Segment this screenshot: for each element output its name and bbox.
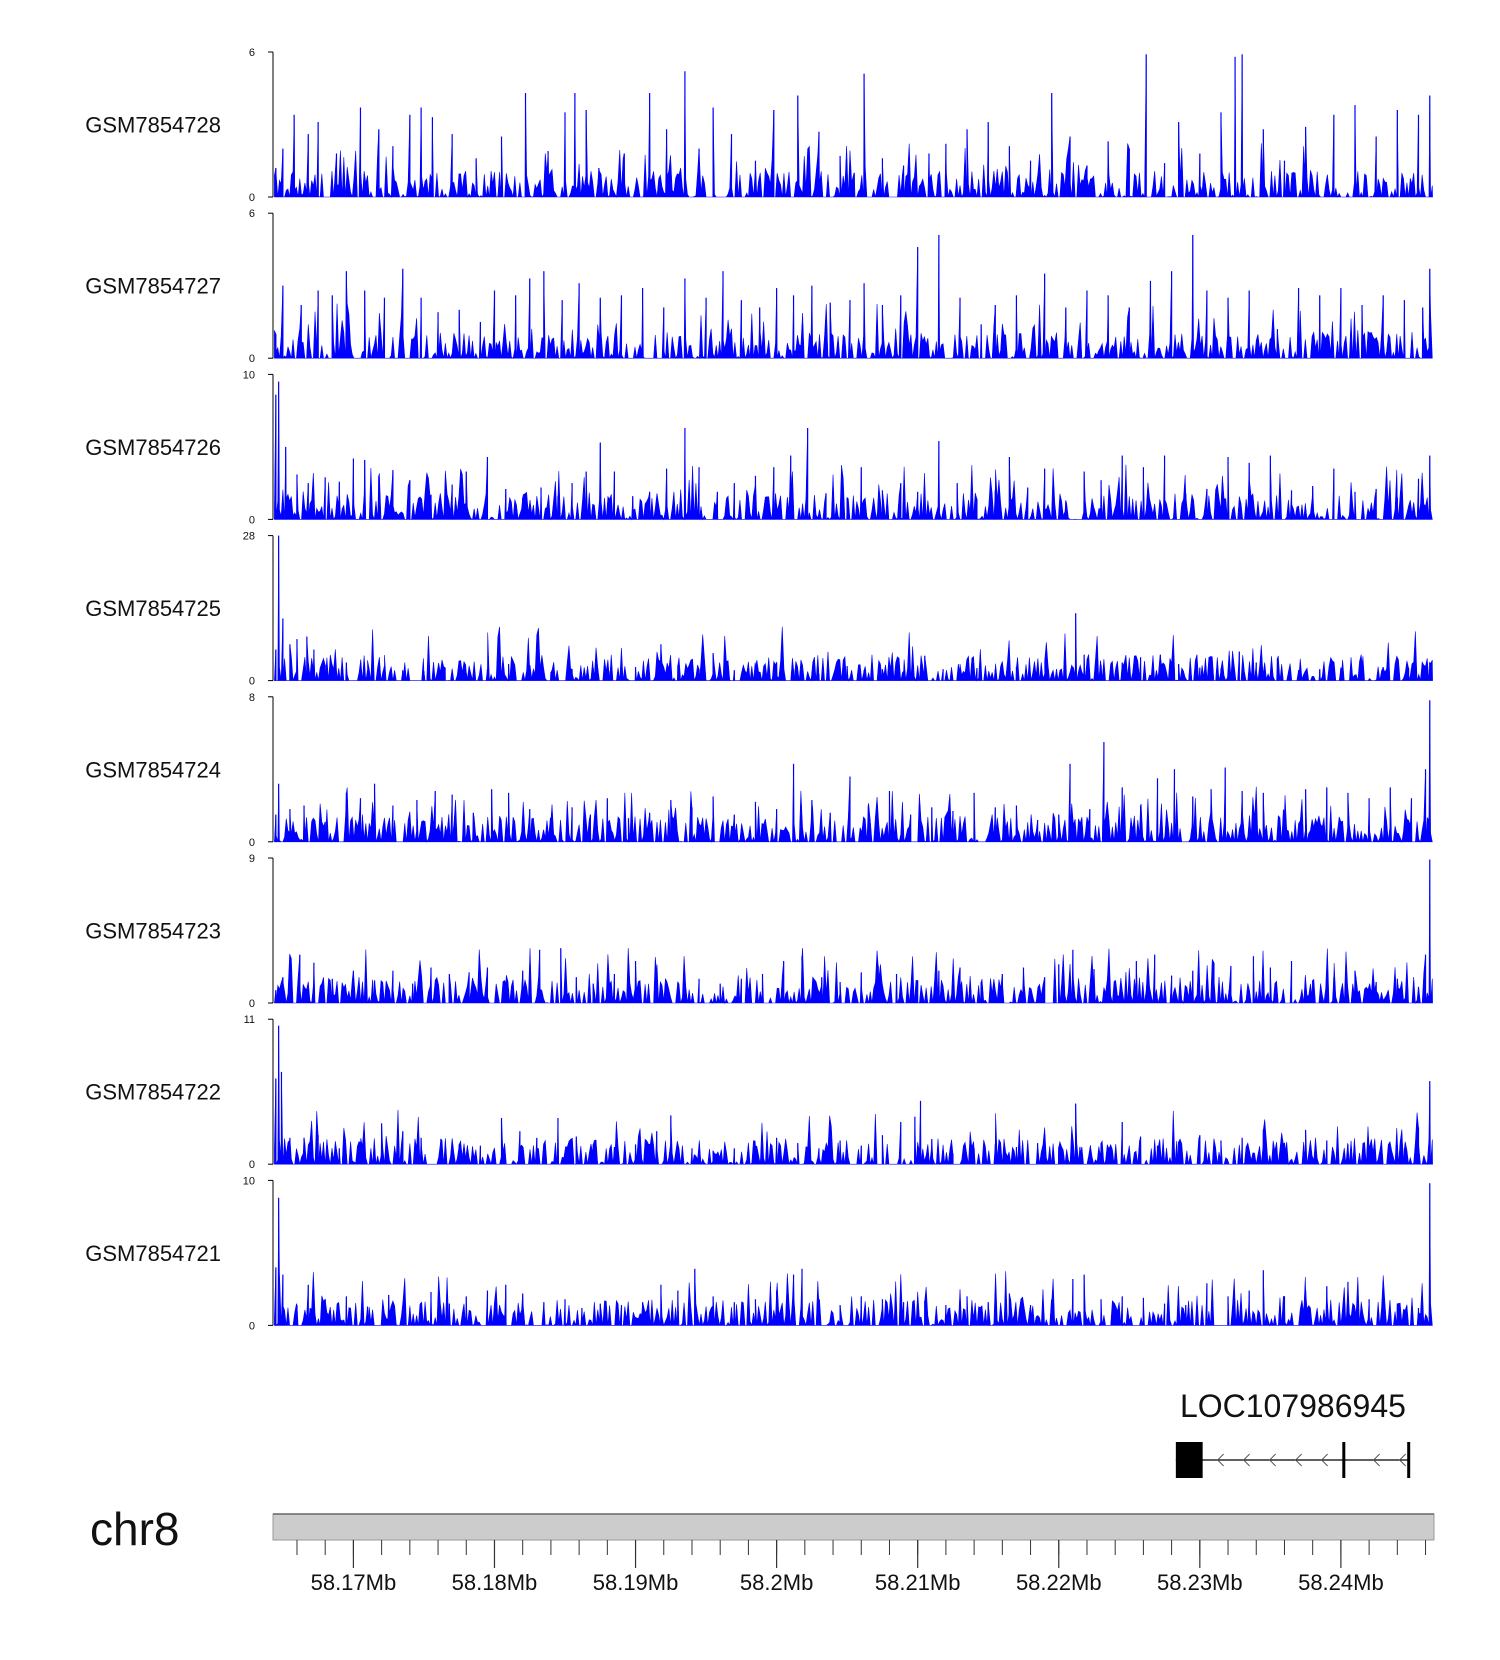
- track-label: GSM7854723: [85, 919, 221, 944]
- signal-area: [274, 1025, 1433, 1166]
- strand-arrow: [1268, 1453, 1277, 1467]
- track-label: GSM7854727: [85, 274, 221, 299]
- signal-area: [274, 700, 1433, 843]
- x-tick-label: 58.24Mb: [1298, 1570, 1384, 1595]
- y-max-label: 6: [249, 208, 255, 220]
- y-zero-label: 0: [249, 837, 255, 849]
- strand-arrow: [1320, 1453, 1329, 1467]
- y-zero-label: 0: [249, 192, 255, 204]
- gene-track: LOC107986945: [1175, 1388, 1411, 1478]
- track-GSM7854723: GSM7854723 9 0: [85, 853, 1433, 1010]
- x-tick-label: 58.22Mb: [1016, 1570, 1102, 1595]
- signal-area: [274, 1183, 1433, 1327]
- y-max-label: 9: [249, 853, 255, 865]
- strand-arrow: [1398, 1453, 1407, 1467]
- signal-area: [274, 381, 1433, 521]
- y-max-label: 8: [249, 692, 255, 704]
- x-tick-label: 58.23Mb: [1157, 1570, 1243, 1595]
- signal-tracks: GSM785472860GSM785472760GSM7854726100GSM…: [85, 47, 1433, 1332]
- strand-arrow: [1242, 1453, 1251, 1467]
- x-tick-label: 58.19Mb: [593, 1570, 679, 1595]
- y-zero-label: 0: [249, 998, 255, 1010]
- track-GSM7854721: GSM7854721 10 0: [85, 1175, 1433, 1332]
- track-GSM7854725: GSM7854725 28 0: [85, 531, 1433, 688]
- track-GSM7854722: GSM7854722 11 0: [85, 1014, 1433, 1171]
- y-max-label: 6: [249, 47, 255, 59]
- gene-exon: [1175, 1442, 1203, 1478]
- chromosome-bar: [272, 1513, 1435, 1541]
- track-label: GSM7854722: [85, 1080, 221, 1105]
- strand-arrow: [1294, 1453, 1303, 1467]
- gene-exon: [1342, 1442, 1346, 1478]
- x-tick-label: 58.21Mb: [875, 1570, 961, 1595]
- track-GSM7854724: GSM7854724 8 0: [85, 692, 1433, 849]
- y-max-label: 28: [243, 531, 255, 543]
- y-zero-label: 0: [249, 1320, 255, 1332]
- strand-arrow: [1372, 1453, 1381, 1467]
- y-zero-label: 0: [249, 353, 255, 365]
- strand-arrow: [1216, 1453, 1225, 1467]
- y-zero-label: 0: [249, 514, 255, 526]
- x-tick-label: 58.2Mb: [740, 1570, 813, 1595]
- x-tick-label: 58.18Mb: [452, 1570, 538, 1595]
- track-label: GSM7854721: [85, 1241, 221, 1266]
- y-zero-label: 0: [249, 676, 255, 688]
- track-GSM7854728: GSM7854728 6 0: [85, 47, 1433, 204]
- y-max-label: 11: [244, 1014, 255, 1026]
- track-label: GSM7854728: [85, 113, 221, 138]
- chromosome-label: chr8: [90, 1503, 179, 1555]
- track-label: GSM7854724: [85, 757, 221, 782]
- gene-label: LOC107986945: [1180, 1388, 1406, 1424]
- y-max-label: 10: [243, 1175, 255, 1187]
- signal-area: [274, 535, 1433, 682]
- y-zero-label: 0: [249, 1159, 255, 1171]
- track-label: GSM7854726: [85, 435, 221, 460]
- track-GSM7854727: GSM7854727 6 0: [85, 208, 1433, 365]
- track-label: GSM7854725: [85, 596, 221, 621]
- chromosome-axis: chr8 58.17Mb 58.18Mb 58.19Mb 58.2Mb 58.21Mb 5…: [90, 1503, 1435, 1595]
- gene-exon: [1407, 1442, 1411, 1478]
- signal-area: [274, 54, 1433, 199]
- track-GSM7854726: GSM7854726 10 0: [85, 369, 1433, 526]
- x-tick-label: 58.17Mb: [311, 1570, 397, 1595]
- signal-area: [274, 859, 1433, 1005]
- signal-area: [274, 234, 1433, 360]
- y-max-label: 10: [243, 369, 255, 381]
